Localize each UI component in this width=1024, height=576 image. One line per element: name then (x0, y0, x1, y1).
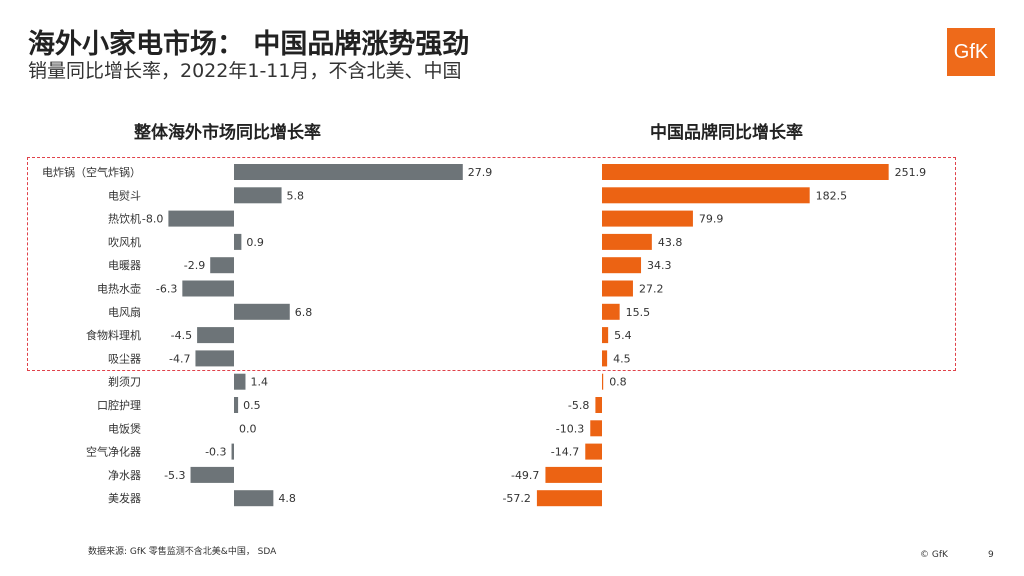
category-label: 剃须刀 (108, 376, 141, 389)
china-value-label: -5.8 (568, 399, 589, 412)
china-bar (545, 466, 602, 483)
china-value-label: 27.2 (639, 283, 664, 296)
overall-bar (234, 303, 290, 320)
overall-bar (234, 373, 246, 390)
overall-value-label: 0.5 (243, 399, 261, 412)
overall-bar (168, 210, 234, 227)
copyright: © GfK (920, 550, 948, 560)
china-bar (595, 397, 602, 413)
overall-value-label: 0.9 (246, 236, 264, 249)
overall-bar (197, 327, 234, 344)
china-bar (602, 257, 642, 274)
overall-bar (234, 397, 239, 413)
category-label: 口腔护理 (97, 398, 141, 412)
china-bar (590, 420, 602, 437)
overall-value-label: -4.7 (169, 352, 190, 365)
page-title: 海外小家电市场： 中国品牌涨势强劲 (28, 29, 470, 60)
china-value-label: 182.5 (816, 189, 848, 202)
category-label: 净水器 (108, 468, 141, 482)
china-bar (602, 373, 604, 390)
overall-value-label: -4.5 (171, 329, 192, 342)
china-bar (602, 280, 633, 297)
overall-chart-title: 整体海外市场同比增长率 (134, 123, 321, 143)
overall-value-label: -2.9 (184, 259, 205, 272)
china-bar (602, 210, 693, 227)
category-label: 空气净化器 (86, 445, 141, 459)
overall-value-label: -6.3 (156, 283, 177, 296)
overall-bar (195, 350, 234, 367)
category-label: 热饮机 (108, 212, 141, 226)
china-value-label: 251.9 (895, 166, 927, 179)
china-bar (602, 303, 620, 320)
overall-bar (234, 164, 463, 180)
china-bar (602, 233, 652, 250)
china-bar (602, 187, 810, 204)
overall-bar (190, 466, 234, 483)
overall-bar (234, 233, 242, 250)
category-label: 电热水壶 (97, 282, 141, 296)
category-label: 食物料理机 (86, 328, 141, 342)
page-number: 9 (988, 550, 994, 560)
overall-value-label: 1.4 (250, 376, 267, 389)
china-value-label: -10.3 (556, 422, 584, 435)
overall-value-label: -8.0 (142, 213, 163, 226)
overall-value-label: 5.8 (287, 189, 305, 202)
source-note: 数据来源: GfK 零售监测不含北美&中国， SDA (88, 547, 277, 557)
overall-bar (234, 490, 274, 507)
overall-bar (234, 187, 282, 204)
overall-value-label: 0.0 (239, 422, 257, 435)
china-value-label: -57.2 (502, 492, 530, 505)
china-bar (602, 350, 608, 367)
china-value-label: -14.7 (551, 446, 579, 459)
china-bar (536, 490, 602, 507)
overall-value-label: -5.3 (164, 469, 185, 482)
china-value-label: 0.8 (609, 376, 627, 389)
china-value-label: 4.5 (613, 352, 631, 365)
overall-value-label: 6.8 (295, 306, 313, 319)
overall-bar (231, 443, 234, 460)
china-value-label: -49.7 (511, 469, 539, 482)
page-subtitle: 销量同比增长率，2022年1-11月，不含北美、中国 (28, 60, 462, 82)
china-value-label: 79.9 (699, 213, 724, 226)
overall-bar (210, 257, 234, 274)
china-bar (585, 443, 602, 460)
category-label: 电风扇 (108, 305, 141, 319)
china-value-label: 43.8 (658, 236, 683, 249)
china-chart-title: 中国品牌同比增长率 (650, 123, 803, 143)
category-label: 吸尘器 (108, 352, 141, 365)
overall-bar (182, 280, 234, 297)
overall-value-label: 4.8 (278, 492, 296, 505)
category-label: 美发器 (108, 491, 141, 505)
overall-value-label: -0.3 (205, 446, 226, 459)
category-label: 电熨斗 (108, 188, 141, 202)
category-label: 电炸锅（空气炸锅） (42, 165, 141, 179)
category-label: 电饭煲 (108, 422, 141, 435)
gfk-logo: GfK (947, 28, 995, 76)
category-label: 电暖器 (108, 259, 141, 272)
china-bar (602, 164, 889, 180)
china-value-label: 34.3 (647, 259, 672, 272)
highlight-box (27, 157, 956, 371)
category-label: 吹风机 (108, 235, 141, 249)
overall-value-label: 27.9 (468, 166, 493, 179)
china-bar (602, 327, 609, 344)
china-value-label: 15.5 (626, 306, 651, 319)
china-value-label: 5.4 (614, 329, 632, 342)
